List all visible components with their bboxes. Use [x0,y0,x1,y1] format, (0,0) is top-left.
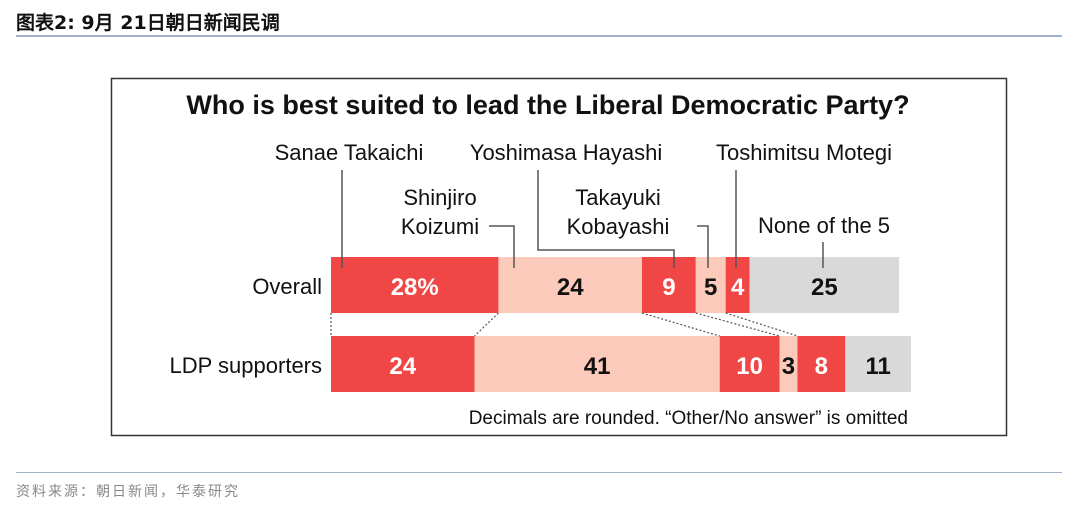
series-label-0-0: Sanae Takaichi [275,140,424,165]
bar-0-1 [498,257,642,313]
chart-title: Who is best suited to lead the Liberal D… [186,90,909,120]
bar-1-2 [719,336,780,392]
value-label-1-2: 10 [736,353,763,380]
value-label-1-5: 11 [865,353,890,380]
value-label-1-3: 3 [782,353,795,380]
series-label-5-0: None of the 5 [758,213,890,238]
value-label-1-4: 8 [815,353,828,380]
top-divider [16,35,1062,37]
leader-line-1 [489,225,515,268]
bar-1-5 [845,336,912,392]
category-label-0: Overall [252,274,322,299]
bar-0-5 [749,257,900,313]
bottom-divider [16,472,1062,473]
category-label-1: LDP supporters [170,353,322,378]
connector-2 [641,312,720,337]
series-label-3-0: Takayuki [575,185,661,210]
value-label-1-0: 24 [389,353,416,380]
bar-1-1 [474,336,720,392]
bar-0-2 [641,257,696,313]
value-label-0-5: 25 [811,274,838,301]
series-label-2-0: Yoshimasa Hayashi [470,140,662,165]
series-label-4-0: Toshimitsu Motegi [716,140,892,165]
source-note: 资料来源：朝日新闻，华泰研究 [16,484,240,500]
bar-1-0 [331,336,475,392]
series-label-3-1: Kobayashi [567,214,670,239]
bar-1-4 [797,336,846,392]
connector-3 [695,312,780,337]
figure-title: 图表2: 9月 21日朝日新闻民调 [16,12,280,34]
bar-0-0 [331,257,499,313]
series-label-1-1: Koizumi [401,214,479,239]
connector-1 [474,312,499,337]
value-label-0-0: 28% [391,274,439,301]
chart-note: Decimals are rounded. “Other/No answer” … [469,408,908,429]
bar-1-3 [779,336,798,392]
leader-line-3 [697,225,709,268]
series-label-1-0: Shinjiro [403,185,476,210]
leader-line-2 [537,170,675,268]
value-label-0-2: 9 [662,274,675,301]
value-label-0-3: 5 [704,274,717,301]
value-label-0-1: 24 [557,274,584,301]
connector-4 [725,312,798,337]
bar-0-3 [695,257,726,313]
bar-0-4 [725,257,750,313]
value-label-1-1: 41 [584,353,611,380]
value-label-0-4: 4 [731,274,745,301]
